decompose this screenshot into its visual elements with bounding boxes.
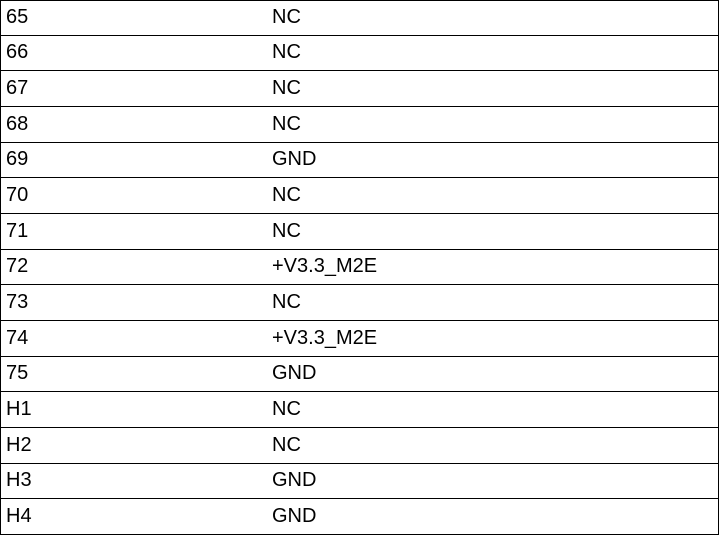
- table-row: 72 +V3.3_M2E: [1, 250, 718, 286]
- pin-number: 71: [6, 219, 29, 242]
- pin-number: 73: [6, 291, 29, 314]
- table-row: 68 NC: [1, 107, 718, 143]
- pin-number: 74: [6, 326, 29, 349]
- pin-number: 66: [6, 41, 29, 64]
- table-row: H1 NC: [1, 392, 718, 428]
- signal-name: NC: [272, 184, 301, 207]
- pin-number: H4: [6, 505, 32, 528]
- table-row: 73 NC: [1, 285, 718, 321]
- signal-name: NC: [272, 398, 301, 421]
- pin-number: 67: [6, 77, 29, 100]
- pin-number: H1: [6, 398, 32, 421]
- table-row: H4 GND: [1, 499, 718, 535]
- pin-number: 72: [6, 255, 29, 278]
- pin-number: H3: [6, 469, 32, 492]
- pin-number: 69: [6, 148, 29, 171]
- signal-name: NC: [272, 41, 301, 64]
- pin-number: 75: [6, 362, 29, 385]
- signal-name: GND: [272, 148, 317, 171]
- table-row: 70 NC: [1, 178, 718, 214]
- table-row: 65 NC: [1, 0, 718, 36]
- signal-name: NC: [272, 433, 301, 456]
- signal-name: NC: [272, 219, 301, 242]
- signal-name: NC: [272, 77, 301, 100]
- signal-name: NC: [272, 291, 301, 314]
- pin-number: 68: [6, 112, 29, 135]
- signal-name: +V3.3_M2E: [272, 255, 378, 278]
- signal-name: NC: [272, 112, 301, 135]
- pin-number: 70: [6, 184, 29, 207]
- table-row: 67 NC: [1, 71, 718, 107]
- table-row: H3 GND: [1, 464, 718, 500]
- pin-number: 65: [6, 5, 29, 28]
- signal-name: GND: [272, 505, 317, 528]
- signal-name: GND: [272, 469, 317, 492]
- table-row: 71 NC: [1, 214, 718, 250]
- pin-number: H2: [6, 433, 32, 456]
- signal-name: NC: [272, 5, 301, 28]
- signal-name: +V3.3_M2E: [272, 326, 378, 349]
- signal-name: GND: [272, 362, 317, 385]
- table-row: 75 GND: [1, 357, 718, 393]
- table-row: 66 NC: [1, 36, 718, 72]
- table-row: 69 GND: [1, 143, 718, 179]
- table-row: 74 +V3.3_M2E: [1, 321, 718, 357]
- table-row: H2 NC: [1, 428, 718, 464]
